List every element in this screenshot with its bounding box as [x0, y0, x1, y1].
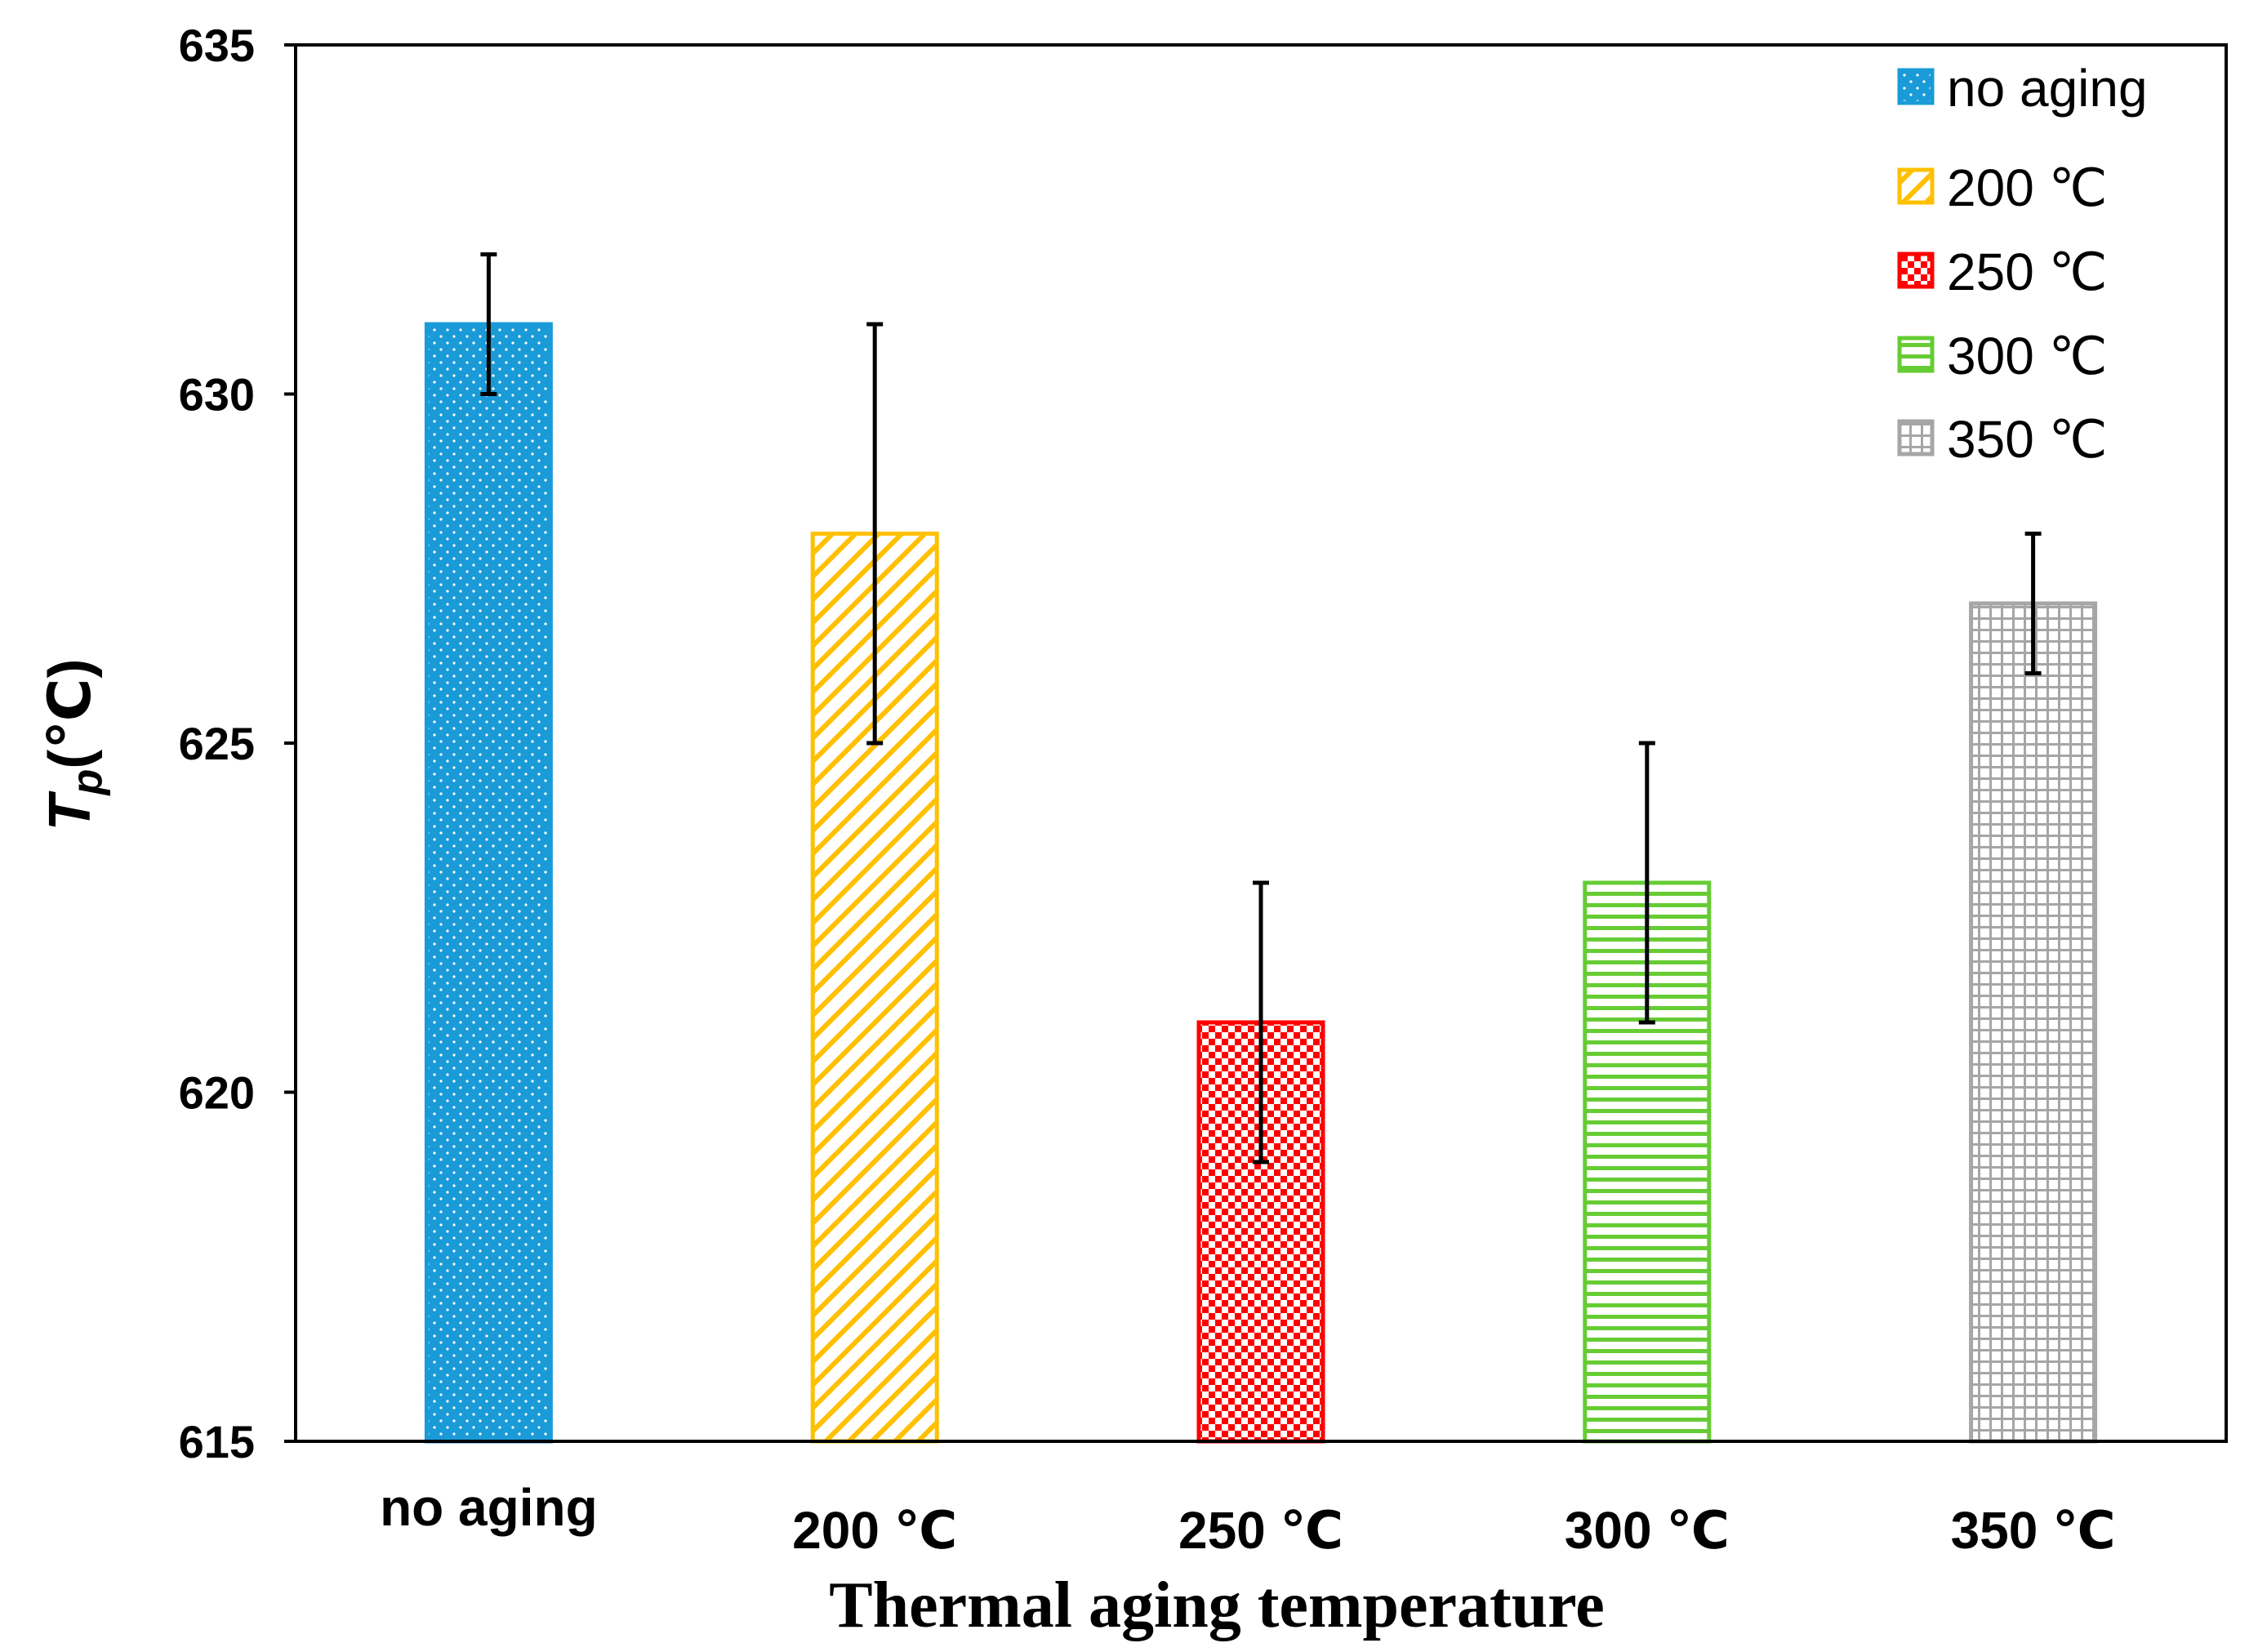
error-bar-4: [1638, 741, 1655, 1025]
y-axis-ticks: 615 620 625 630 635: [179, 20, 296, 1467]
legend-item-4: 300 ℃: [1897, 327, 2107, 385]
bar-5: [1969, 601, 2098, 1444]
y-tick-label-630: 630: [179, 369, 255, 421]
error-bar-2: [866, 322, 884, 746]
y-axis-title-main: T: [38, 790, 103, 830]
x-axis-title: Thermal aging temperature: [829, 1570, 1604, 1641]
error-bar-3: [1253, 880, 1269, 1164]
bar-4: [1583, 880, 1712, 1444]
x-tick-label-2: 200 ℃: [792, 1501, 957, 1560]
legend: no aging 200 ℃ 250 ℃ 300 ℃ 350 ℃: [1897, 59, 2148, 469]
legend-swatch: [1897, 336, 1935, 373]
legend-item-3: 250 ℃: [1897, 243, 2107, 301]
legend-swatch: [1897, 167, 1935, 205]
legend-item-5: 350 ℃: [1897, 410, 2107, 469]
y-tick-label-635: 635: [179, 20, 255, 71]
y-tick-label-625: 625: [179, 718, 255, 769]
y-tick-label-620: 620: [179, 1067, 255, 1119]
y-axis-title-subscript: p: [64, 769, 111, 797]
x-tick-label-5: 350 ℃: [1951, 1501, 2116, 1560]
x-axis-category-labels: no aging 200 ℃ 250 ℃ 300 ℃ 350 ℃: [380, 1478, 2116, 1560]
y-axis-title-unit: (℃): [38, 659, 103, 769]
legend-label: 250 ℃: [1947, 243, 2107, 301]
y-tick-label-615: 615: [179, 1416, 255, 1467]
legend-swatch: [1897, 419, 1935, 456]
y-axis-title: Tp(℃): [38, 659, 111, 831]
error-bar-5: [2024, 532, 2042, 675]
legend-item-1: no aging: [1897, 59, 2148, 118]
error-bars-layer: [480, 252, 2042, 1164]
error-bar-1: [480, 252, 497, 396]
legend-label: no aging: [1947, 59, 2148, 118]
legend-item-2: 200 ℃: [1897, 158, 2107, 217]
x-tick-label-4: 300 ℃: [1565, 1501, 1730, 1560]
legend-swatch: [1897, 68, 1935, 105]
bar-1: [424, 322, 553, 1444]
legend-label: 350 ℃: [1947, 410, 2107, 469]
x-tick-label-1: no aging: [380, 1478, 598, 1537]
legend-label: 200 ℃: [1947, 158, 2107, 217]
legend-label: 300 ℃: [1947, 327, 2107, 385]
x-tick-label-3: 250 ℃: [1178, 1501, 1343, 1560]
legend-swatch: [1897, 252, 1935, 289]
